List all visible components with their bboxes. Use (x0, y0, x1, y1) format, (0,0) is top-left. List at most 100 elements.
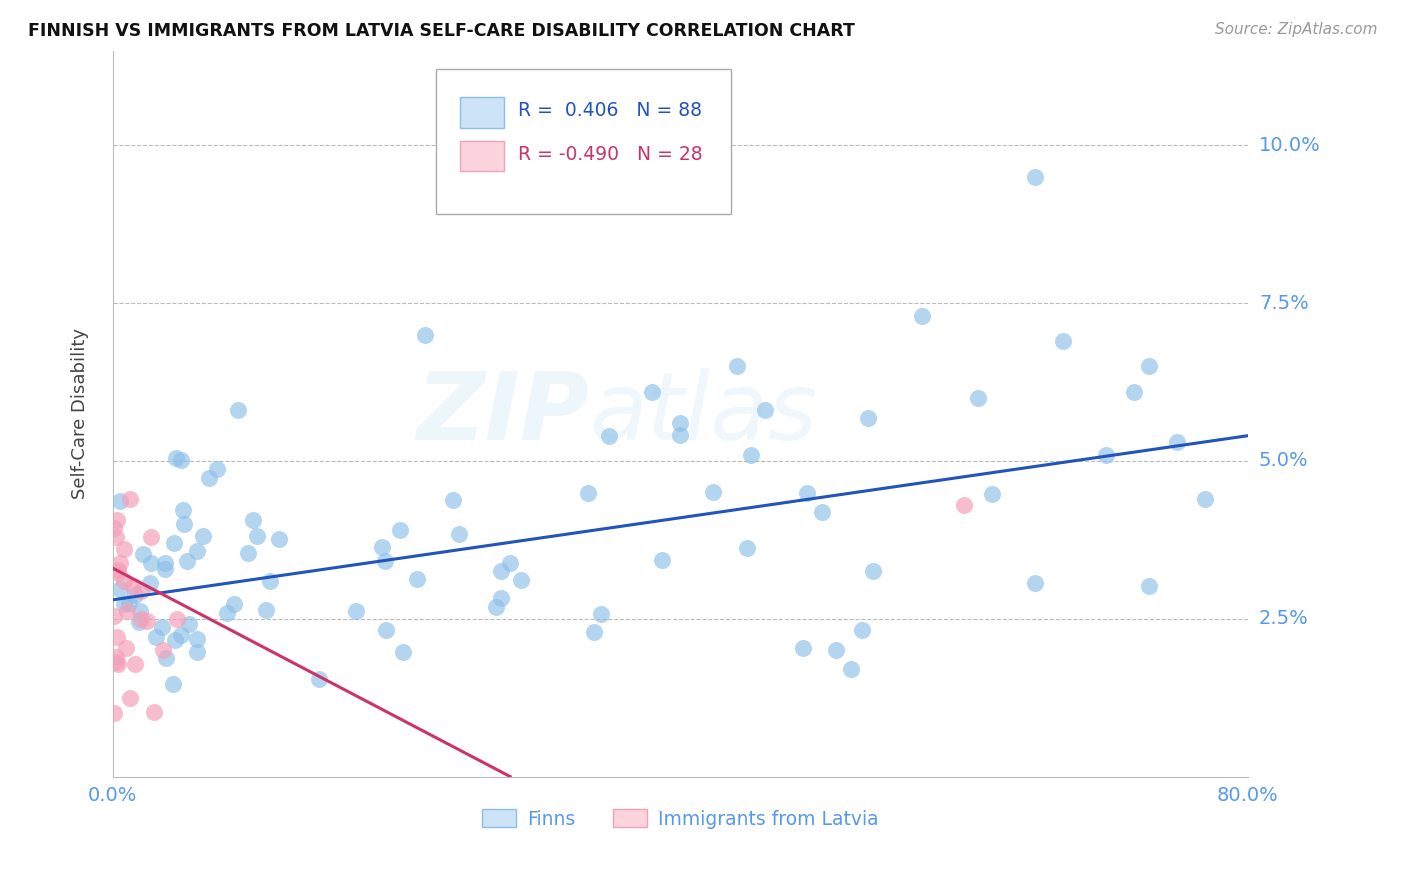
Point (1123, 384, 1146, 399)
Text: ZIP: ZIP (416, 368, 589, 459)
Point (141, 530, 163, 544)
Point (129, 584, 152, 599)
Point (108, 582, 131, 596)
Point (702, 484, 724, 499)
Point (135, 614, 157, 628)
Point (413, 327, 436, 342)
Point (392, 645, 415, 659)
Point (124, 657, 146, 671)
Point (740, 448, 762, 462)
Point (124, 588, 146, 602)
Point (825, 643, 848, 657)
Text: 2.5%: 2.5% (1258, 609, 1309, 628)
Point (725, 359, 748, 374)
Point (112, 597, 135, 611)
Point (176, 554, 198, 568)
Point (141, 556, 163, 570)
Point (112, 542, 135, 557)
Point (166, 612, 188, 626)
Point (104, 530, 127, 544)
Point (796, 485, 818, 500)
Point (104, 656, 127, 670)
Point (1137, 579, 1160, 593)
Text: atlas: atlas (589, 368, 818, 459)
Point (441, 492, 464, 507)
Point (172, 502, 194, 516)
Point (851, 624, 873, 638)
Point (170, 452, 193, 467)
Point (1166, 435, 1188, 450)
Point (153, 556, 176, 570)
Point (150, 620, 173, 634)
Text: R = -0.490   N = 28: R = -0.490 N = 28 (519, 145, 703, 164)
Point (170, 628, 193, 642)
Point (1024, 169, 1046, 184)
Point (1095, 448, 1118, 462)
Point (267, 532, 290, 546)
Point (129, 612, 152, 626)
Point (344, 604, 367, 618)
Point (1137, 359, 1160, 374)
Point (108, 493, 131, 508)
Point (224, 597, 246, 611)
Point (128, 615, 150, 629)
FancyBboxPatch shape (460, 97, 503, 128)
Point (735, 541, 758, 556)
Point (138, 575, 160, 590)
Point (389, 523, 412, 537)
FancyBboxPatch shape (460, 141, 503, 171)
Point (186, 645, 208, 659)
Point (669, 416, 692, 430)
Point (405, 572, 427, 586)
Point (215, 606, 238, 620)
Point (155, 562, 177, 576)
Point (792, 640, 814, 655)
Point (236, 546, 259, 560)
Point (152, 643, 174, 657)
Text: Source: ZipAtlas.com: Source: ZipAtlas.com (1215, 22, 1378, 37)
Point (1024, 575, 1046, 590)
Point (449, 526, 471, 541)
Text: R =  0.406   N = 88: R = 0.406 N = 88 (519, 102, 702, 120)
Point (576, 486, 599, 500)
Point (489, 564, 512, 578)
Point (114, 640, 136, 655)
Point (105, 630, 128, 644)
Point (165, 451, 187, 466)
Point (1052, 334, 1074, 348)
Point (754, 403, 776, 417)
Point (246, 529, 269, 543)
Point (118, 596, 141, 610)
Point (981, 487, 1004, 501)
Point (179, 617, 201, 632)
Point (163, 535, 186, 549)
Point (228, 403, 250, 417)
Point (856, 410, 879, 425)
Point (107, 657, 129, 671)
Point (967, 391, 990, 405)
Point (591, 607, 613, 622)
Point (142, 705, 165, 719)
Point (155, 650, 177, 665)
Point (107, 566, 129, 580)
Point (485, 599, 508, 614)
Point (118, 491, 141, 506)
Point (862, 565, 884, 579)
Point (489, 591, 512, 605)
Point (107, 563, 129, 577)
Point (259, 574, 281, 589)
Point (242, 513, 264, 527)
Point (105, 513, 128, 527)
Point (186, 632, 208, 646)
Point (145, 630, 167, 644)
Text: 7.5%: 7.5% (1258, 293, 1309, 313)
Point (117, 603, 139, 617)
Point (370, 540, 392, 554)
Point (105, 650, 128, 665)
Point (374, 554, 396, 568)
Point (598, 428, 620, 442)
Point (118, 691, 141, 706)
Point (910, 309, 932, 323)
Y-axis label: Self-Care Disability: Self-Care Disability (72, 328, 89, 500)
Point (121, 579, 143, 593)
